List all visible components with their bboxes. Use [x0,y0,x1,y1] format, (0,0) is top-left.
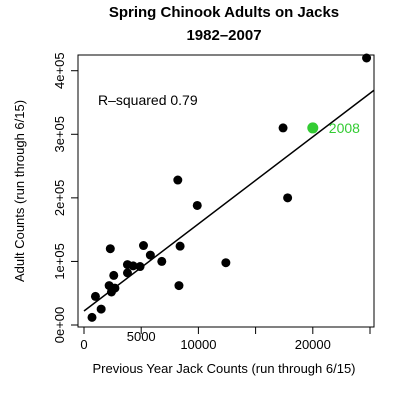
data-point [157,256,167,266]
data-point [138,241,148,251]
r-squared-annotation: R–squared 0.79 [98,92,198,108]
data-points [87,53,372,322]
y-axis: 0e+00 1e+05 2e+05 3e+05 4e+05 [52,52,78,343]
x-tick-label: 20000 [295,337,331,352]
data-point [283,193,293,203]
data-point [110,283,120,293]
data-point [145,250,155,260]
regression-line [83,89,375,312]
data-point [128,261,138,271]
x-tick-label: 0 [80,337,87,352]
data-point [105,244,115,254]
data-point [175,241,185,251]
y-tick-label: 0e+00 [52,307,67,344]
data-point [109,270,119,280]
data-point [96,304,106,314]
data-point [87,312,97,322]
data-point [362,53,372,63]
highlight-label: 2008 [329,120,360,136]
data-point [135,262,145,272]
highlight-point-2008 [307,122,319,134]
data-point [192,200,202,210]
chart-title: Spring Chinook Adults on Jacks [109,4,339,21]
y-tick-label: 1e+05 [52,243,67,280]
y-axis-label: Adult Counts (run through 6/15) [12,100,27,282]
chart-subtitle: 1982–2007 [186,27,261,44]
y-tick-label: 2e+05 [52,180,67,217]
x-axis: 0 5000 10000 20000 [80,327,371,352]
y-tick-label: 4e+05 [52,52,67,89]
data-point [90,291,100,301]
x-tick-label: 5000 [127,329,156,344]
data-point [278,123,288,133]
plot-frame [77,54,375,328]
x-axis-label: Previous Year Jack Counts (run through 6… [92,361,355,376]
data-point [174,281,184,291]
y-tick-label: 3e+05 [52,116,67,153]
data-point [122,268,132,278]
x-tick-label: 10000 [180,337,216,352]
data-point [173,175,183,185]
data-point [221,258,231,268]
